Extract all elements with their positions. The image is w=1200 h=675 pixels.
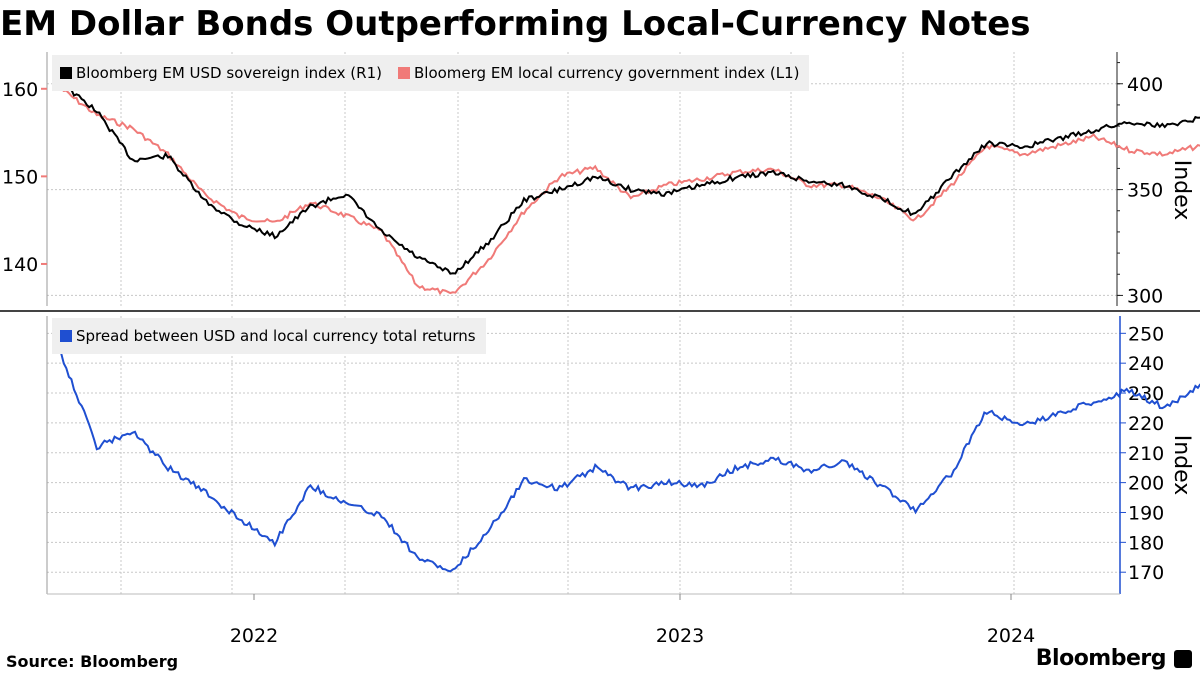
bottom-right-tick-label-7: 240 bbox=[1128, 353, 1164, 375]
bottom-right-axis-label: Index bbox=[1169, 435, 1194, 496]
bloomberg-mark-icon bbox=[1174, 650, 1192, 668]
x-axis-ticks: 2022 2023 2024 bbox=[230, 594, 1035, 647]
legend-label-spread: Spread between USD and local currency to… bbox=[76, 327, 476, 345]
bottom-right-tick-label-6: 230 bbox=[1128, 383, 1164, 405]
x-tick-label-1: 2023 bbox=[656, 625, 704, 647]
top-right-tick-label-0: 300 bbox=[1127, 285, 1163, 307]
top-left-tick-label-1: 150 bbox=[2, 166, 38, 188]
top-legend: Bloomberg EM USD sovereign index (R1) Bl… bbox=[52, 55, 810, 91]
bottom-gridlines bbox=[47, 316, 1120, 594]
bottom-right-tick-label-2: 190 bbox=[1128, 502, 1164, 524]
top-panel-background bbox=[47, 52, 1117, 306]
top-right-axis-ticks: 300 350 400 bbox=[1117, 62, 1163, 307]
bottom-right-tick-label-1: 180 bbox=[1128, 532, 1164, 554]
top-left-axis-ticks: 140 150 160 bbox=[2, 79, 47, 276]
series-line-usd-index bbox=[60, 83, 1200, 275]
series-line-spread bbox=[60, 353, 1200, 573]
bottom-right-axis-ticks: 170 180 190 200 210 220 230 240 250 bbox=[1120, 323, 1164, 584]
legend-item-spread: Spread between USD and local currency to… bbox=[60, 327, 476, 345]
series-line-local-index bbox=[60, 87, 1200, 296]
bottom-right-tick-label-8: 250 bbox=[1128, 323, 1164, 345]
chart-title: EM Dollar Bonds Outperforming Local-Curr… bbox=[0, 4, 1031, 44]
top-right-tick-label-2: 400 bbox=[1127, 74, 1163, 96]
top-left-tick-label-0: 140 bbox=[2, 254, 38, 276]
x-tick-label-0: 2022 bbox=[230, 625, 278, 647]
bottom-legend: Spread between USD and local currency to… bbox=[52, 318, 486, 354]
legend-item-usd-index: Bloomberg EM USD sovereign index (R1) bbox=[60, 64, 382, 82]
legend-swatch-local-index bbox=[397, 67, 410, 79]
series-lines bbox=[60, 83, 1200, 573]
top-right-axis-label: Index bbox=[1169, 160, 1194, 221]
legend-swatch-spread bbox=[60, 330, 72, 342]
bloomberg-logo: Bloomberg bbox=[1035, 646, 1167, 671]
bottom-right-tick-label-5: 220 bbox=[1128, 413, 1164, 435]
legend-swatch-usd-index bbox=[60, 67, 72, 79]
legend-label-usd-index: Bloomberg EM USD sovereign index (R1) bbox=[76, 64, 382, 82]
top-right-tick-label-1: 350 bbox=[1127, 180, 1163, 202]
bottom-right-tick-label-0: 170 bbox=[1128, 562, 1164, 584]
legend-item-local-index: Bloomerg EM local currency government in… bbox=[397, 64, 800, 82]
x-tick-label-2: 2024 bbox=[987, 625, 1035, 647]
bottom-right-tick-label-3: 200 bbox=[1128, 473, 1164, 495]
legend-label-local-index: Bloomerg EM local currency government in… bbox=[413, 64, 800, 82]
top-left-tick-label-2: 160 bbox=[2, 79, 38, 101]
source-note: Source: Bloomberg bbox=[6, 652, 179, 671]
bottom-right-tick-label-4: 210 bbox=[1128, 443, 1164, 465]
